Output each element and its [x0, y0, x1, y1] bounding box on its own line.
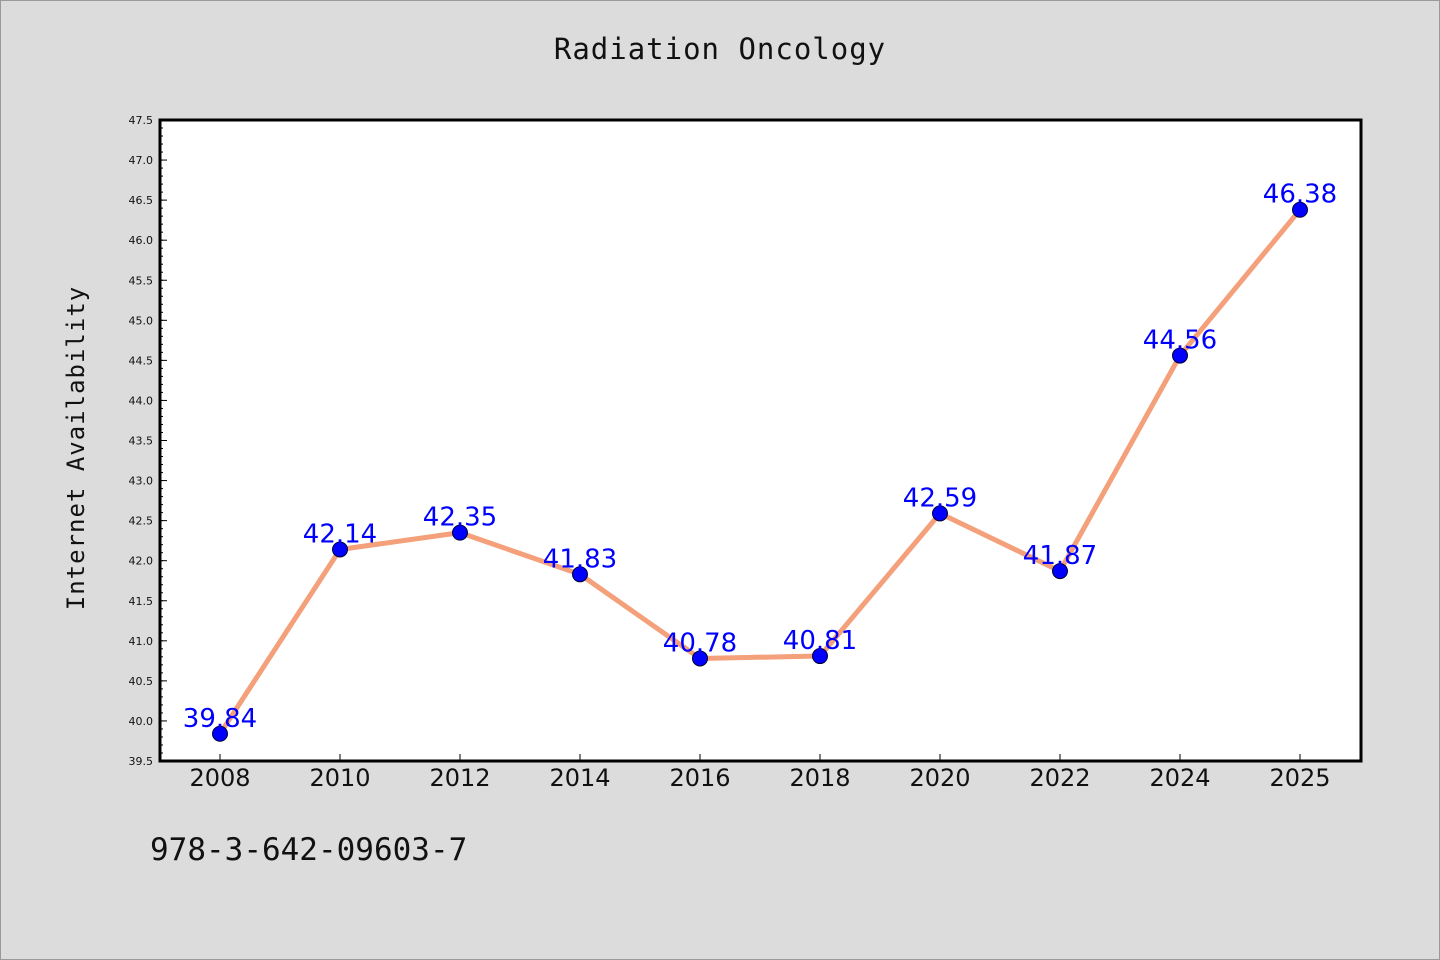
data-label: 44.56 — [1143, 326, 1217, 356]
x-tick-label: 2012 — [429, 764, 490, 792]
x-axis: 2008 2010 2012 2014 2016 2018 2020 2022 2024 2025 — [189, 754, 1331, 792]
x-tick-label: 2020 — [909, 764, 970, 792]
y-tick-label: 41.0 — [129, 635, 154, 648]
data-point — [332, 541, 348, 558]
data-label: 46.38 — [1263, 180, 1337, 210]
y-tick-label: 41.5 — [129, 595, 154, 608]
y-tick-label: 39.5 — [129, 755, 154, 768]
data-label: 41.83 — [543, 544, 617, 574]
y-tick-label: 47.0 — [129, 154, 154, 167]
data-point — [212, 725, 228, 742]
data-point — [452, 524, 468, 541]
x-tick-label: 2018 — [789, 764, 850, 792]
isbn-footnote: 978-3-642-09603-7 — [150, 832, 468, 868]
y-tick-label: 43.5 — [129, 435, 154, 448]
data-point — [692, 650, 708, 667]
y-axis: 39.5 40.0 40.5 41.0 41.5 42.0 42.5 43.0 43.5 44.0… — [129, 114, 167, 768]
data-label: 40.78 — [663, 628, 737, 658]
series-markers — [212, 201, 1308, 742]
plot-border — [158, 118, 1363, 763]
y-tick-label: 47.5 — [129, 114, 154, 127]
data-label: 42.35 — [423, 503, 497, 533]
data-label: 42.59 — [903, 483, 977, 513]
data-label: 39.84 — [183, 704, 257, 734]
x-tick-label: 2010 — [309, 764, 370, 792]
y-tick-label: 40.0 — [129, 715, 154, 728]
y-tick-label: 45.0 — [129, 314, 154, 327]
data-point — [1172, 347, 1188, 364]
y-tick-label: 44.5 — [129, 354, 154, 367]
chart-title: Radiation Oncology — [553, 32, 887, 66]
x-tick-label: 2008 — [189, 764, 250, 792]
y-tick-label: 46.0 — [129, 234, 154, 247]
y-tick-label: 46.5 — [129, 194, 154, 207]
x-tick-label: 2016 — [669, 764, 730, 792]
data-labels: 39.84 42.14 42.35 41.83 40.78 40.81 42.59 41.87… — [183, 180, 1337, 734]
x-tick-label: 2024 — [1149, 764, 1210, 792]
data-point — [812, 648, 828, 665]
y-tick-label: 42.5 — [129, 515, 154, 528]
data-label: 41.87 — [1023, 541, 1097, 571]
x-tick-label: 2025 — [1269, 764, 1330, 792]
y-tick-label: 42.0 — [129, 555, 154, 568]
data-label: 42.14 — [303, 519, 377, 549]
y-tick-label: 40.5 — [129, 675, 154, 688]
x-tick-label: 2014 — [549, 764, 610, 792]
data-point — [932, 505, 948, 522]
y-tick-label: 45.5 — [129, 274, 154, 287]
data-point — [1052, 563, 1068, 580]
data-point — [572, 566, 588, 583]
y-tick-label: 43.0 — [129, 475, 154, 488]
series-line — [217, 208, 1302, 736]
data-point — [1292, 201, 1308, 218]
data-label: 40.81 — [783, 626, 857, 656]
x-tick-label: 2022 — [1029, 764, 1090, 792]
y-tick-label: 44.0 — [129, 394, 154, 407]
plot-area — [160, 120, 1361, 761]
